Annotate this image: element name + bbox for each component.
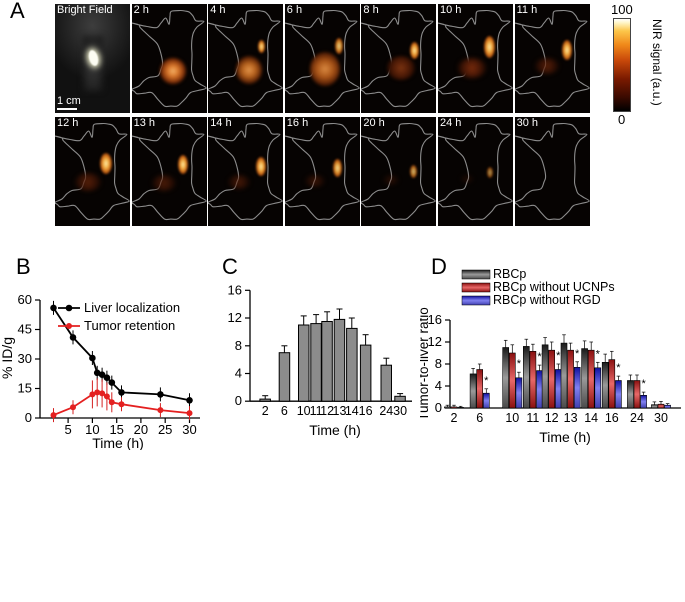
svg-text:30: 30 <box>393 404 407 418</box>
svg-text:*: * <box>575 348 580 360</box>
svg-text:16: 16 <box>605 411 619 425</box>
svg-text:10: 10 <box>505 411 519 425</box>
svg-text:Time (h): Time (h) <box>539 429 591 445</box>
svg-text:2: 2 <box>451 411 458 425</box>
svg-text:8: 8 <box>235 338 242 353</box>
svg-text:8: 8 <box>435 356 442 371</box>
svg-text:0: 0 <box>25 410 32 425</box>
svg-text:16: 16 <box>228 282 242 297</box>
svg-text:0: 0 <box>235 393 242 408</box>
svg-text:*: * <box>596 348 601 360</box>
svg-text:RBCp: RBCp <box>493 267 526 281</box>
svg-text:11: 11 <box>526 411 539 425</box>
svg-text:*: * <box>641 378 646 390</box>
svg-text:30: 30 <box>18 351 32 366</box>
svg-text:10: 10 <box>297 404 311 418</box>
svg-text:5: 5 <box>64 422 71 437</box>
svg-text:4: 4 <box>435 378 442 393</box>
svg-text:45: 45 <box>18 322 32 337</box>
svg-text:12: 12 <box>545 411 559 425</box>
svg-text:0: 0 <box>435 400 442 415</box>
svg-text:24: 24 <box>630 411 644 425</box>
svg-text:*: * <box>537 351 542 363</box>
svg-text:13: 13 <box>564 411 578 425</box>
svg-text:24: 24 <box>379 404 393 418</box>
svg-text:25: 25 <box>158 422 172 437</box>
svg-text:RBCp without RGD: RBCp without RGD <box>493 293 601 307</box>
svg-text:4: 4 <box>235 366 242 381</box>
svg-text:RBCp without UCNPs: RBCp without UCNPs <box>493 280 615 294</box>
svg-text:14: 14 <box>345 404 359 418</box>
svg-text:16: 16 <box>359 404 373 418</box>
svg-text:60: 60 <box>18 292 32 307</box>
svg-text:6: 6 <box>476 411 483 425</box>
svg-text:2: 2 <box>262 404 269 418</box>
svg-text:15: 15 <box>18 381 32 396</box>
svg-text:*: * <box>556 350 561 362</box>
svg-text:30: 30 <box>654 411 668 425</box>
svg-text:6: 6 <box>281 404 288 418</box>
svg-text:*: * <box>616 362 621 374</box>
svg-text:*: * <box>484 375 489 387</box>
svg-text:*: * <box>517 358 522 370</box>
svg-text:12: 12 <box>228 310 242 325</box>
svg-text:Tumor retention: Tumor retention <box>84 318 175 333</box>
svg-text:% ID/g: % ID/g <box>0 337 15 379</box>
svg-text:Tumor-to-liver ratio: Tumor-to-liver ratio <box>420 307 431 421</box>
svg-text:30: 30 <box>182 422 196 437</box>
svg-text:Time (h): Time (h) <box>309 422 361 438</box>
svg-text:Liver localization: Liver localization <box>84 300 180 315</box>
svg-text:Time (h): Time (h) <box>92 435 144 450</box>
svg-text:14: 14 <box>584 411 598 425</box>
